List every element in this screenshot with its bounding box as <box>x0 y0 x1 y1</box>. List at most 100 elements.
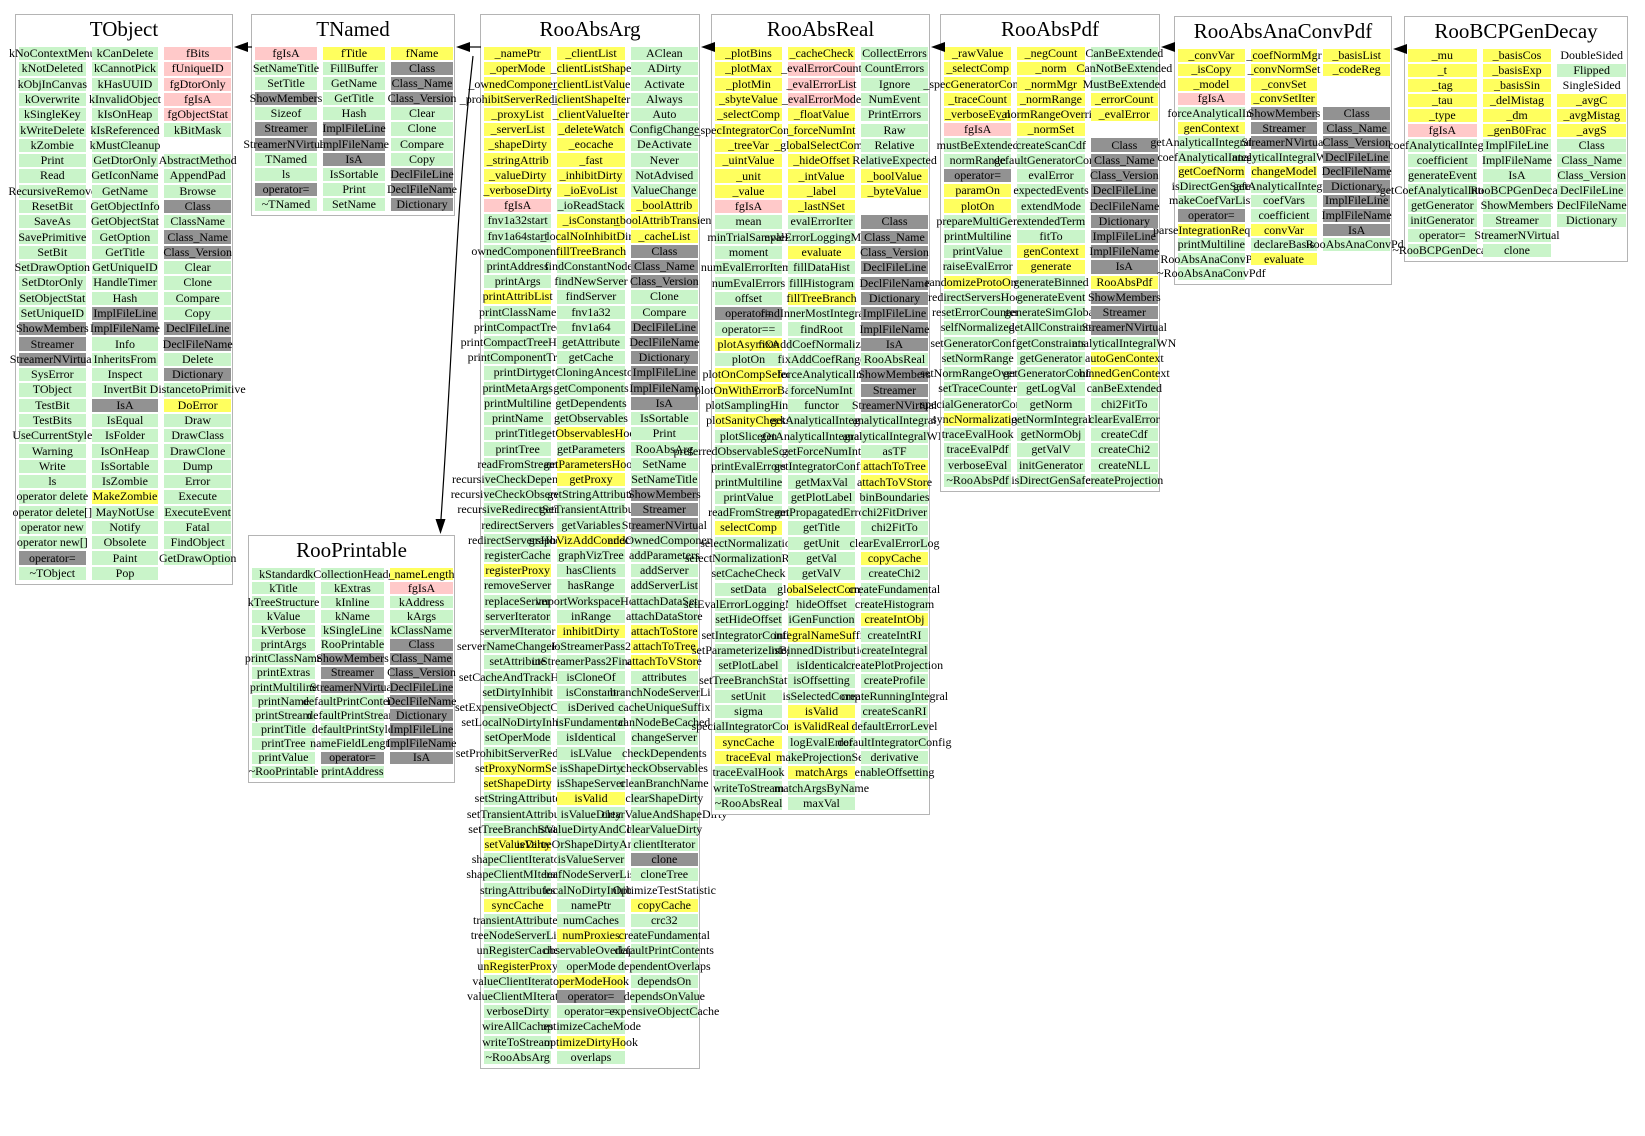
member-cell: isConstant <box>557 685 625 699</box>
member-cell: _boolAttribTransient <box>613 213 715 228</box>
member-cell: printClassName <box>244 651 323 666</box>
member-cell: kSingleKey <box>19 108 86 122</box>
member-cell: _basisSin <box>1482 79 1552 92</box>
member-cell: nameFieldLength <box>310 736 395 751</box>
member-cell: RooAbsArg <box>630 442 698 456</box>
member-cell: addParameters <box>629 547 700 563</box>
member-cell: CollectErrors <box>861 46 928 61</box>
member-cell: resetErrorCounters <box>932 305 1024 320</box>
member-cell: ImplFileLine <box>1482 139 1552 152</box>
member-cell: fgIsA <box>164 93 231 107</box>
member-cell: _basisExp <box>1482 64 1552 77</box>
member-cell: _delMistag <box>1482 94 1552 107</box>
member-cell: analyticalIntegralWN <box>842 428 947 443</box>
member-cell: GetUniqueID <box>91 260 159 275</box>
member-cell: UseCurrentStyle <box>12 428 93 443</box>
class-box-rooabspdf: RooAbsPdf _rawValue _selectComp _specGenera… <box>920 14 1176 492</box>
member-cell: Dictionary <box>861 291 928 306</box>
member-cell: getUnit <box>788 536 855 550</box>
member-cell: _eocache <box>557 138 625 152</box>
member-cell: valueClientMIterator <box>467 989 569 1004</box>
class-box-rooabsreal: RooAbsReal _plotBins _plotMax _plotMin _sbyt… <box>674 14 951 815</box>
member-cell: fnv1a64start <box>484 229 552 243</box>
member-cell: printName <box>252 694 315 708</box>
member-cell: extendedTerm <box>1016 213 1086 228</box>
member-cell: ImplFileName <box>859 321 930 336</box>
member-cell: fillHistogram <box>788 275 855 290</box>
member-cell: IsA <box>1482 169 1552 182</box>
member-cell: _selectComp <box>715 108 782 122</box>
member-cell: Class_Version <box>163 244 232 259</box>
member-cell: coefficient <box>1408 154 1477 167</box>
member-cell: removeServer <box>484 578 552 593</box>
member-cell: _unit <box>715 169 782 183</box>
member-cell: printName <box>484 412 552 426</box>
member-cell: fnv1a64 <box>557 320 625 334</box>
member-cell: defaultPrintContents <box>302 693 403 708</box>
member-cell: TestBit <box>19 398 86 412</box>
member-cell: _proxyList <box>484 107 552 122</box>
member-cell: NumEvent <box>861 93 928 107</box>
member-cell: getNormObj <box>1017 428 1085 442</box>
member-cell: setTreeBranchStatus <box>468 821 568 836</box>
member-cell: StreamerNVirtual <box>9 351 95 366</box>
member-cell: createProfile <box>861 674 928 688</box>
member-cell: isValueServer <box>557 852 625 867</box>
member-cell: getCoefNorm <box>1178 164 1245 179</box>
member-cell: DeclFileName <box>162 336 233 351</box>
member-cell: getComponents <box>553 380 629 395</box>
member-cell: _inhibitDirty <box>557 168 625 182</box>
member-cell: _coefNormMgr <box>1246 47 1322 62</box>
member-cell: wireAllCaches <box>482 1019 554 1034</box>
member-cell: setTreeBranchStatus <box>699 673 798 688</box>
member-cell: kVerbose <box>252 624 315 637</box>
member-cell: getCloningAncestors <box>540 365 642 380</box>
member-cell: transientAttributes <box>473 913 563 928</box>
member-cell: _type <box>1408 109 1477 122</box>
member-cell: Dictionary <box>1557 214 1626 227</box>
member-cell: setIntegratorConfig <box>701 627 796 642</box>
class-box-tobject: TObject kNoContextMenu kNotDeleted kObjInCa… <box>8 14 246 585</box>
member-cell: ValueChange <box>630 182 698 198</box>
member-cell: Class <box>630 244 698 258</box>
member-cell: parseIntegrationRequest <box>1153 222 1270 237</box>
member-cell: clearEvalErrorLog <box>849 535 940 550</box>
member-cell: binBoundaries <box>859 489 930 504</box>
member-cell: _plotBins <box>715 47 782 61</box>
member-cell: plotAsymOn <box>715 337 782 351</box>
member-cell: _genB0Frac <box>1482 124 1552 137</box>
member-cell: Browse <box>164 184 231 198</box>
member-cell: registerProxy <box>484 563 552 578</box>
member-cell: ~RooAbsArg <box>484 1049 552 1064</box>
member-cell: fixAddCoefNormalization <box>758 336 885 351</box>
member-cell: operator= <box>19 551 86 565</box>
member-cell: fnv1a32start <box>484 214 552 228</box>
member-cell: _codeReg <box>1323 63 1390 77</box>
member-cell: specialGeneratorConfig <box>920 396 1035 411</box>
member-cell: Flipped <box>1557 64 1626 77</box>
member-cell: verboseDirty <box>484 1005 552 1019</box>
member-cell: StreamerNVirtual <box>309 679 396 694</box>
member-cell: operator delete[] <box>12 504 93 519</box>
member-cell: printComponentTree <box>467 350 568 365</box>
member-cell: _value <box>715 184 782 198</box>
member-cell: Streamer <box>1482 214 1552 227</box>
member-cell: dependentOverlaps <box>618 958 711 973</box>
member-cell: declareBasis <box>1250 238 1318 251</box>
member-cell: isValid <box>788 705 855 719</box>
member-cell: Clear <box>391 107 453 121</box>
member-cell: setParameterizeIntegral <box>691 642 806 657</box>
member-cell: plotOn <box>715 353 782 367</box>
member-cell: isValidReal <box>788 720 855 734</box>
member-cell: branchNodeServerList <box>610 684 719 699</box>
member-cell: fgIsA <box>944 123 1012 137</box>
member-cell: evaluate <box>1250 252 1318 266</box>
member-cell: isOffsetting <box>788 674 855 688</box>
member-cell: _evalErrorCount <box>781 61 862 76</box>
member-cell: clearValueDirty <box>626 821 703 836</box>
member-cell: forceNumInt <box>788 383 855 397</box>
member-cell: shapeClientIterator <box>471 852 564 867</box>
member-cell: shapeClientMIterator <box>466 867 569 882</box>
member-cell: Delete <box>164 352 231 366</box>
member-cell: ioStreamerPass2Finalize <box>531 654 651 669</box>
